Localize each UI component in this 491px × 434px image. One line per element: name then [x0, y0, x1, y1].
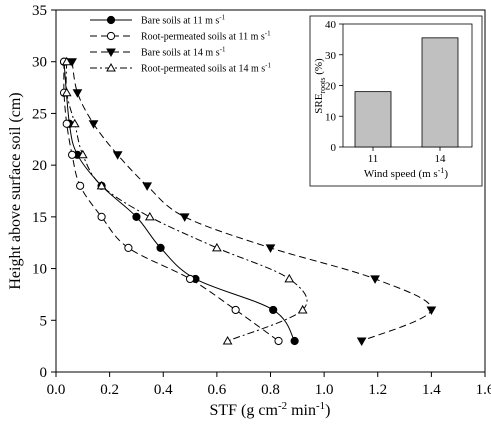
x-axis-ticks: 0.0 0.2 0.4 0.6 0.8 1.0 1.2 1.4 1.6: [47, 372, 491, 398]
x-tick-label: 0.0: [47, 382, 66, 398]
series-2: [59, 57, 283, 346]
data-point: [274, 336, 283, 346]
inset-x-axis-title: Wind speed (m s-1): [364, 166, 448, 180]
data-point: [97, 212, 106, 221]
data-point: [265, 244, 276, 253]
data-point: [67, 58, 77, 67]
series-4: [61, 56, 308, 345]
legend-label: Root-permeated soils at 14 m s-1: [141, 62, 271, 75]
data-point: [62, 119, 71, 128]
data-point: [370, 275, 380, 284]
data-point: [72, 89, 83, 98]
data-point: [179, 213, 190, 222]
data-point: [222, 335, 233, 345]
y-tick-label: 10: [32, 262, 47, 278]
inset-x-axis-ticks: 11 14: [368, 147, 446, 165]
bar-14: [421, 37, 459, 148]
legend-entry: Bare soils at 11 m s-1: [90, 14, 226, 27]
legend-marker: [106, 48, 116, 58]
data-point: [144, 211, 155, 221]
data-point: [231, 305, 240, 315]
inset-y-tick-label: 20: [325, 81, 337, 93]
inset-chart: 0 10 20 30 40 11 14 Wind speed (m s-1) SREroo…: [309, 15, 483, 187]
legend-entry: Root-permeated soils at 11 m s-1: [90, 30, 271, 43]
series-line: [63, 61, 296, 342]
series-3: [67, 58, 437, 346]
y-tick-label: 20: [32, 158, 47, 174]
y-axis-ticks: 0 5 10 15 20 25 30 35: [32, 3, 56, 381]
inset-y-tick-label: 10: [325, 111, 337, 123]
data-point: [212, 242, 222, 252]
series-line: [63, 61, 279, 342]
series-1: [59, 57, 299, 346]
x-tick-label: 0.6: [208, 382, 227, 398]
y-tick-label: 30: [32, 55, 47, 71]
y-axis-title: Height above surface soil (cm): [7, 92, 24, 289]
inset-x-tick-label: 14: [435, 153, 447, 165]
x-tick-label: 1.6: [476, 382, 491, 398]
legend-marker: [106, 15, 116, 25]
x-tick-label: 1.4: [422, 382, 441, 398]
data-point: [185, 274, 195, 284]
legend-label: Bare soils at 14 m s-1: [141, 46, 226, 59]
data-point: [284, 273, 295, 283]
x-axis-title: STF (g cm-2 min-1): [209, 400, 330, 419]
legend-entry: Bare soils at 14 m s-1: [90, 46, 226, 59]
legend: Bare soils at 11 m s-1 Root-permeated so…: [90, 14, 271, 75]
x-tick-label: 0.8: [261, 382, 280, 398]
data-point: [77, 149, 88, 159]
bar-11: [354, 91, 392, 148]
x-tick-label: 1.0: [315, 382, 334, 398]
data-point: [96, 180, 107, 190]
legend-marker: [106, 31, 116, 41]
data-point: [142, 182, 153, 191]
data-point: [297, 304, 308, 314]
data-point: [426, 306, 437, 315]
data-point: [290, 336, 299, 346]
legend-label: Bare soils at 11 m s-1: [141, 14, 226, 27]
series-group: [59, 56, 437, 346]
data-point: [132, 212, 141, 221]
data-point: [269, 305, 278, 315]
series-line: [65, 61, 308, 342]
data-point: [76, 181, 85, 190]
inset-y-axis-ticks: 0 10 20 30 40: [325, 19, 343, 154]
y-tick-label: 25: [32, 106, 47, 122]
x-tick-label: 1.2: [368, 382, 387, 398]
inset-y-tick-label: 0: [331, 142, 337, 154]
y-tick-label: 35: [32, 3, 47, 19]
legend-entry: Root-permeated soils at 14 m s-1: [90, 62, 271, 75]
legend-label: Root-permeated soils at 11 m s-1: [141, 30, 271, 43]
x-tick-label: 0.4: [154, 382, 173, 398]
data-point: [112, 151, 123, 160]
data-point: [156, 243, 165, 252]
inset-y-tick-label: 30: [325, 50, 337, 62]
data-point: [124, 243, 133, 252]
y-tick-label: 0: [40, 365, 48, 381]
data-point: [69, 118, 80, 128]
data-point: [61, 87, 72, 97]
data-point: [67, 150, 77, 159]
data-point: [61, 56, 72, 66]
legend-marker: [106, 62, 116, 72]
data-point: [356, 337, 367, 346]
inset-x-tick-label: 11: [368, 153, 379, 165]
x-tick-label: 0.2: [100, 382, 119, 398]
inset-y-tick-label: 40: [325, 19, 337, 31]
y-tick-label: 15: [32, 210, 47, 226]
data-point: [88, 120, 99, 129]
inset-y-axis-title: SREroots (%): [313, 58, 327, 114]
y-tick-label: 5: [40, 313, 48, 329]
main-chart: 0.0 0.2 0.4 0.6 0.8 1.0 1.2 1.4 1.6 0 5 10 15 20 25 30…: [7, 3, 491, 419]
